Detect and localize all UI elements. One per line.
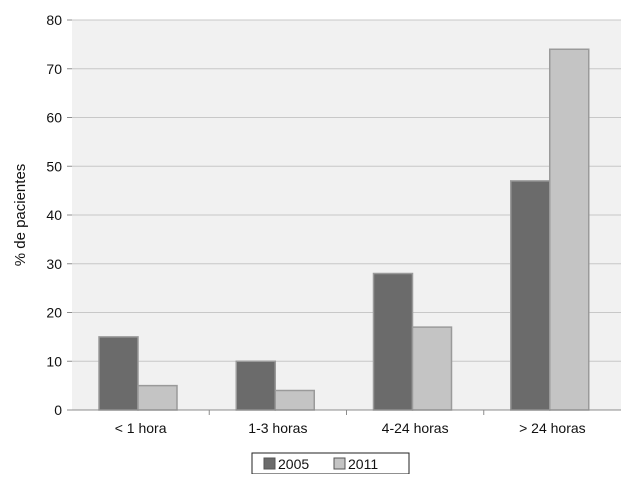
- bar-2011-2: [411, 326, 453, 411]
- bar-2005-3: [510, 180, 551, 411]
- bars: [98, 48, 590, 411]
- bar-2005-2: [372, 272, 414, 411]
- x-tick-label: 4-24 horas: [382, 420, 449, 436]
- y-tick-label: 70: [46, 61, 62, 77]
- bar-2011-0: [137, 384, 178, 411]
- y-tick-label: 30: [46, 256, 62, 272]
- x-tick-label: < 1 hora: [115, 420, 167, 436]
- y-tick-label: 20: [46, 305, 62, 321]
- legend-swatch-2011: [333, 457, 346, 470]
- x-axis-ticks: < 1 hora 1-3 horas 4-24 horas > 24 horas: [115, 410, 586, 436]
- legend: 2005 2011: [251, 452, 410, 475]
- legend-label-2005: 2005: [278, 456, 309, 472]
- bar-2005-1: [235, 360, 276, 411]
- legend-swatch-2005: [263, 457, 276, 470]
- x-tick-label: 1-3 horas: [248, 420, 307, 436]
- x-tick-label: > 24 horas: [519, 420, 586, 436]
- y-axis-title: % de pacientes: [12, 164, 29, 267]
- y-tick-label: 60: [46, 110, 62, 126]
- bar-2011-3: [549, 48, 590, 411]
- bar-2005-0: [98, 336, 139, 411]
- legend-box: [251, 452, 410, 475]
- legend-label-2011: 2011: [348, 456, 378, 472]
- y-tick-label: 80: [46, 12, 62, 28]
- y-tick-label: 0: [54, 402, 62, 418]
- y-tick-label: 40: [46, 207, 62, 223]
- gridlines: [72, 19, 621, 362]
- y-tick-label: 50: [46, 158, 62, 174]
- bar-2011-1: [274, 389, 315, 411]
- y-tick-label: 10: [46, 353, 62, 369]
- y-axis-ticks: 0 10 20 30 40 50 60 70 80: [46, 12, 72, 418]
